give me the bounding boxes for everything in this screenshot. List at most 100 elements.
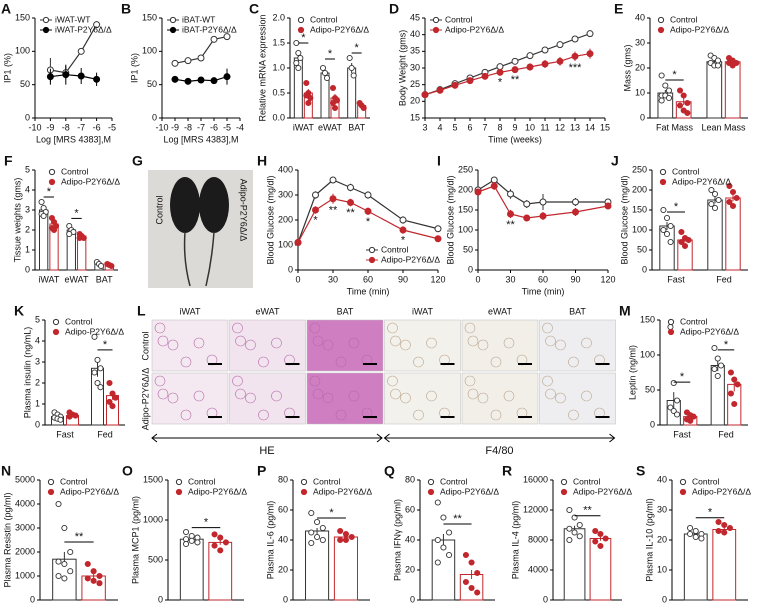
y-axis-label: Plasma Resistin (pg/ml) [2,492,12,587]
data-point [38,198,45,206]
data-point [714,355,721,362]
y-tick-label: 40 [635,12,645,22]
x-tick-label: BAT [348,122,365,132]
data-point [217,534,224,541]
data-point [67,568,74,575]
data-point [350,72,357,79]
data-point [303,92,310,99]
point [451,81,459,89]
data-point [293,39,300,47]
x-tick-label: -8 [62,122,70,132]
panel-letter: S [636,463,645,479]
point [210,35,218,43]
cell [568,356,579,368]
point [46,73,54,81]
point [223,73,231,81]
y-tick-label: 80 [278,474,288,484]
cell [581,337,592,349]
data-point [295,64,302,72]
cell [413,356,424,368]
data-point [733,194,740,202]
y-tick-label: 0 [642,264,647,274]
chart: 0 50 100 150 IP1 (%) B -10 -9 -8 -7 -6 -5 -4 Log [MRS… [121,1,244,145]
data-point [662,82,669,89]
cell [348,337,360,349]
data-point [727,390,735,397]
photo-label: Adipo-P2Y6Δ/Δ [239,179,249,242]
point [604,202,612,210]
cell [180,356,192,368]
data-point [308,529,315,536]
point [541,60,549,68]
data-point [715,518,722,526]
data-point [97,365,104,372]
significance: * [401,235,406,247]
data-point [342,530,349,538]
y-tick-label: 150 [632,204,647,214]
legend-label: Adipo-P2Y6Δ/Δ [672,176,731,186]
data-point [734,381,741,388]
data-point [91,333,98,340]
legend-marker [175,478,183,486]
data-point [711,204,719,212]
data-point [84,575,91,582]
legend-marker [297,16,305,24]
x-tick-label: -8 [184,122,192,132]
legend-marker [297,26,305,34]
y-tick-label: 20 [657,534,667,544]
legend-label: Adipo-P2Y6Δ/Δ [310,24,369,34]
x-tick-label: -5 [223,122,231,132]
data-point [665,87,673,94]
chart: 0 50 100 150 Leptin (ng/ml) M Fast * Fed * Control… [619,303,748,439]
data-point [67,548,74,556]
data-point [348,64,355,72]
series-line [50,74,97,80]
y-tick-label: 20 [405,564,415,574]
data-point [721,529,728,536]
data-point [314,533,321,541]
x-tick-label: -5 [108,122,116,132]
data-point [711,344,718,352]
data-point [55,558,62,565]
x-axis-label: Time (min) [347,286,390,296]
data-point [182,528,190,536]
cell [503,390,515,402]
y-tick-label: 0 [30,594,35,604]
y-tick-label: 3 [35,356,40,366]
point [62,71,70,79]
data-point [468,559,475,566]
cell [477,392,489,404]
data-point [674,397,681,404]
cell [348,390,360,402]
data-point [308,509,315,517]
panel-letter: P [257,463,266,479]
x-tick-label: -4 [236,122,244,132]
y-tick-label: 150 [15,12,30,22]
bar [77,235,87,271]
significance: * [355,42,360,54]
y-axis-label: Plasma IL-10 (pg/ml) [644,498,654,582]
y-tick-label: 0 [640,112,645,122]
x-tick-label: 120 [600,274,615,284]
point [526,52,534,60]
point [312,206,319,214]
data-point [708,200,715,208]
data-point [323,74,331,82]
y-tick-label: 150 [640,314,655,324]
legend-label: Adipo-P2Y6Δ/Δ [573,486,632,496]
point [294,239,302,246]
significance: ** [583,505,592,517]
data-point [676,87,684,94]
x-tick-label: 3 [422,122,427,132]
point [496,63,504,71]
data-point [440,544,447,551]
cell [232,322,243,334]
legend-label: Control [61,166,89,176]
x-tick-label: 11 [540,122,549,132]
legend-marker [667,318,675,326]
x-tick-label: 6 [467,122,472,132]
panel-letter: F [4,153,13,169]
row-label: Control [140,331,150,360]
